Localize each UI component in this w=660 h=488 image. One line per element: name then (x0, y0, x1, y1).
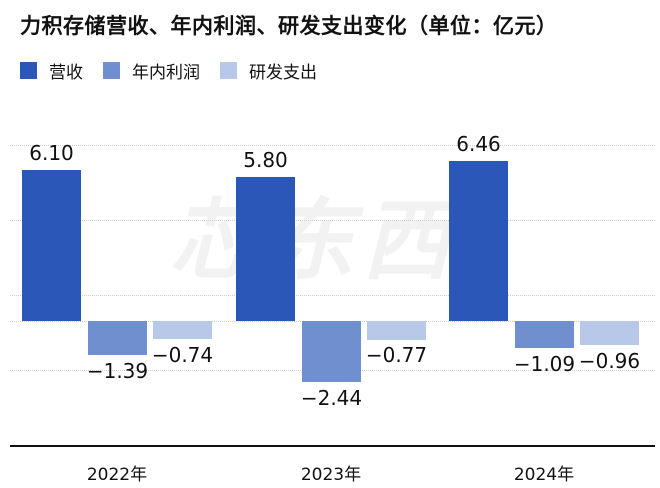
x-tick-2023: 2023年 (300, 465, 362, 485)
legend-item-net-profit: 年内利润 (103, 58, 200, 83)
bar-revenue (449, 160, 508, 321)
bar-rd (580, 321, 639, 345)
value-label-rd: −0.96 (578, 349, 641, 373)
value-label-revenue: 5.80 (243, 148, 288, 173)
legend-swatch-net-profit (103, 61, 120, 79)
value-label-net-profit: −1.09 (513, 352, 576, 377)
value-label-rd: −0.74 (151, 343, 214, 367)
bar-rd (153, 321, 212, 340)
gridline (10, 295, 655, 296)
gridline (10, 220, 655, 221)
watermark: 芯东西 (170, 189, 459, 292)
legend-swatch-rd (220, 61, 237, 79)
value-label-net-profit: −2.44 (300, 385, 363, 410)
bar-net-profit (88, 321, 147, 356)
value-label-rd: −0.77 (365, 343, 428, 367)
gridline (10, 145, 655, 146)
x-axis-line (10, 445, 655, 447)
bar-net-profit (302, 321, 361, 382)
bar-revenue (236, 177, 295, 321)
legend: 营收 年内利润 研发支出 (20, 58, 337, 83)
x-tick-2024: 2024年 (513, 465, 575, 485)
value-label-revenue: 6.10 (29, 140, 74, 165)
bar-net-profit (515, 321, 574, 349)
legend-item-rd: 研发支出 (220, 58, 317, 83)
legend-swatch-revenue (20, 61, 37, 79)
bar-rd (367, 321, 426, 341)
bar-revenue (22, 169, 81, 321)
legend-item-revenue: 营收 (20, 58, 83, 83)
value-label-revenue: 6.46 (456, 131, 501, 156)
legend-label-revenue: 营收 (49, 62, 83, 83)
value-label-net-profit: −1.39 (86, 359, 149, 384)
legend-label-rd: 研发支出 (249, 62, 317, 83)
x-tick-2022: 2022年 (86, 465, 148, 485)
legend-label-net-profit: 年内利润 (132, 62, 200, 83)
chart-title: 力积存储营收、年内利润、研发支出变化（单位：亿元） (20, 14, 558, 38)
